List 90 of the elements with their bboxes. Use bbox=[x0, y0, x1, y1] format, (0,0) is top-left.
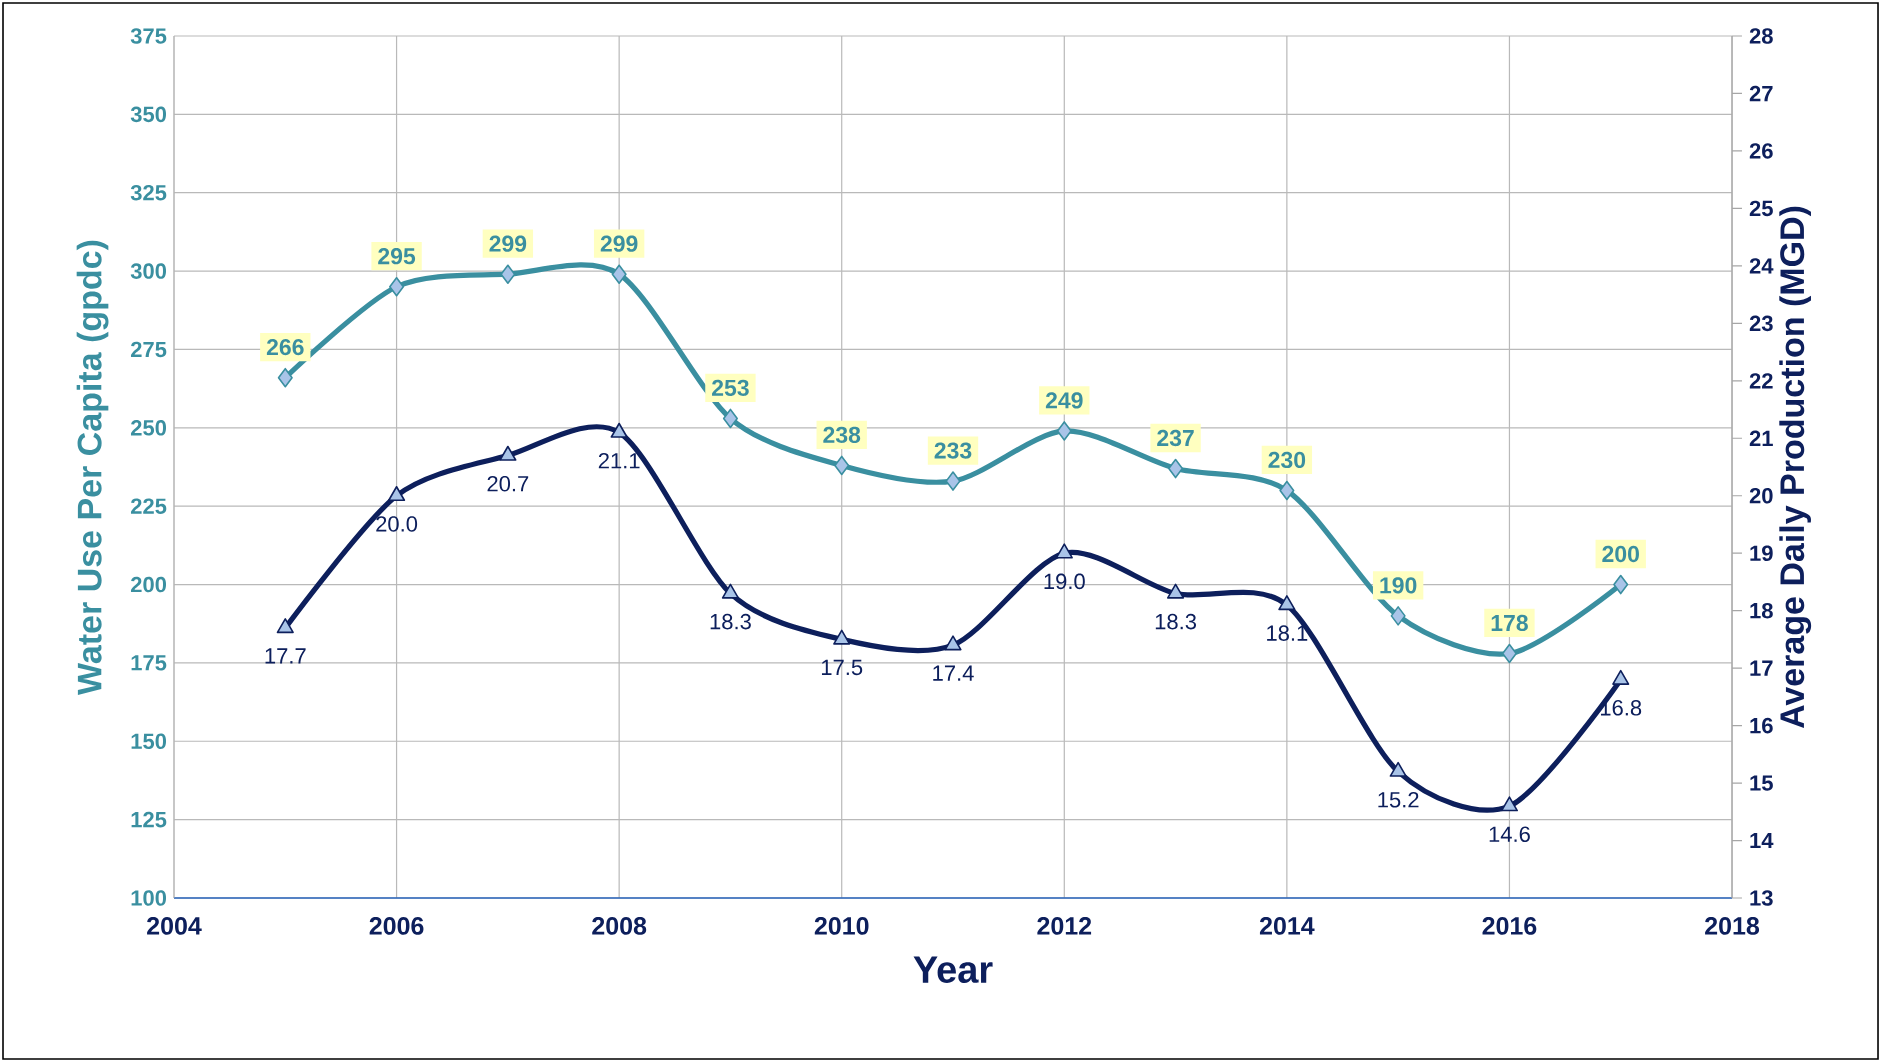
data-label: 20.0 bbox=[376, 516, 418, 532]
point bbox=[499, 445, 517, 461]
x-tick-label: 2012 bbox=[1037, 917, 1092, 935]
data-label: 17.4 bbox=[933, 665, 974, 681]
point bbox=[1279, 480, 1295, 501]
point bbox=[277, 367, 293, 388]
y-axis-title: Water Use Per Capita (gpdc) bbox=[76, 240, 109, 695]
y-tick-label: 275 bbox=[130, 341, 167, 358]
point bbox=[1056, 421, 1072, 441]
x-tick-label: 2006 bbox=[369, 917, 424, 935]
data-label: 230 bbox=[1268, 451, 1306, 469]
x-tick-label: 2004 bbox=[147, 917, 202, 935]
y2-tick-label: 20 bbox=[1749, 487, 1773, 504]
y2-tick-label: 15 bbox=[1750, 775, 1773, 791]
point bbox=[1500, 796, 1519, 812]
y-tick-label: 300 bbox=[130, 263, 167, 279]
point bbox=[1390, 606, 1406, 626]
x-tick-label: 2018 bbox=[1705, 917, 1760, 935]
point bbox=[722, 408, 738, 429]
point bbox=[1166, 583, 1185, 599]
point bbox=[389, 276, 405, 297]
y2-tick-label: 26 bbox=[1749, 143, 1773, 159]
data-label: 253 bbox=[712, 379, 749, 396]
data-label: 19.0 bbox=[1044, 573, 1085, 590]
point bbox=[1278, 595, 1296, 611]
y2-tick-label: 16 bbox=[1750, 717, 1773, 734]
y2-tick-label: 14 bbox=[1750, 832, 1774, 849]
y2-tick-label: 22 bbox=[1749, 373, 1773, 389]
data-label: 295 bbox=[378, 248, 416, 265]
point bbox=[1501, 643, 1517, 664]
point bbox=[721, 583, 740, 599]
data-label: 200 bbox=[1602, 545, 1639, 563]
y-tick-label: 350 bbox=[130, 106, 167, 123]
data-label: 233 bbox=[934, 442, 972, 459]
x-axis-title: Year bbox=[913, 956, 993, 984]
y2-tick-label: 18 bbox=[1750, 602, 1773, 619]
y2-tick-label: 13 bbox=[1750, 890, 1773, 906]
point bbox=[1168, 458, 1184, 479]
data-label: 299 bbox=[600, 235, 638, 252]
y2-tick-label: 28 bbox=[1749, 28, 1773, 44]
y-tick-label: 125 bbox=[131, 811, 167, 828]
point bbox=[611, 264, 627, 285]
x-tick-label: 2008 bbox=[592, 917, 647, 935]
y2-tick-label: 27 bbox=[1749, 85, 1773, 102]
y-tick-label: 250 bbox=[130, 420, 167, 436]
y2-tick-label: 25 bbox=[1749, 200, 1773, 217]
y-tick-label: 325 bbox=[130, 184, 167, 201]
y-tick-label: 150 bbox=[131, 733, 167, 750]
data-label: 249 bbox=[1045, 392, 1083, 409]
point bbox=[387, 485, 406, 502]
point bbox=[610, 422, 628, 438]
point bbox=[276, 618, 294, 634]
data-label: 17.5 bbox=[821, 659, 863, 676]
data-label: 178 bbox=[1491, 614, 1528, 632]
data-label: 237 bbox=[1157, 429, 1194, 447]
data-label: 18.1 bbox=[1267, 625, 1308, 641]
point bbox=[1612, 669, 1630, 685]
x-tick-label: 2016 bbox=[1482, 917, 1537, 935]
data-label: 20.7 bbox=[487, 475, 529, 492]
y-tick-label: 200 bbox=[130, 576, 167, 593]
point bbox=[945, 471, 961, 491]
data-label: 14.6 bbox=[1489, 826, 1530, 843]
point bbox=[500, 264, 516, 285]
y-tick-label: 175 bbox=[131, 655, 167, 671]
y2-tick-label: 19 bbox=[1750, 545, 1773, 561]
data-label: 15.2 bbox=[1378, 791, 1419, 808]
y-tick-label: 225 bbox=[130, 498, 167, 514]
point bbox=[1055, 543, 1073, 559]
data-label: 190 bbox=[1380, 577, 1417, 594]
data-label: 18.3 bbox=[710, 613, 751, 630]
data-label: 18.3 bbox=[1155, 613, 1197, 630]
y2-axis-title: Average Daily Production (MGD) bbox=[1779, 206, 1812, 729]
data-label: 238 bbox=[823, 426, 861, 444]
x-tick-label: 2014 bbox=[1259, 917, 1315, 935]
y-tick-label: 375 bbox=[130, 28, 167, 44]
x-tick-label: 2010 bbox=[814, 917, 869, 935]
data-label: 21.1 bbox=[598, 452, 640, 469]
y2-tick-label: 24 bbox=[1749, 258, 1774, 274]
data-label: 299 bbox=[489, 235, 527, 252]
data-label: 266 bbox=[266, 338, 304, 356]
point bbox=[944, 635, 962, 651]
y-tick-label: 100 bbox=[131, 890, 167, 906]
y2-tick-label: 21 bbox=[1749, 430, 1773, 446]
point bbox=[1389, 761, 1407, 777]
point bbox=[834, 455, 850, 476]
point bbox=[1613, 574, 1629, 595]
y2-tick-label: 23 bbox=[1749, 315, 1773, 332]
y2-tick-label: 17 bbox=[1750, 660, 1773, 676]
point bbox=[833, 629, 851, 645]
data-label: 17.7 bbox=[265, 648, 306, 664]
